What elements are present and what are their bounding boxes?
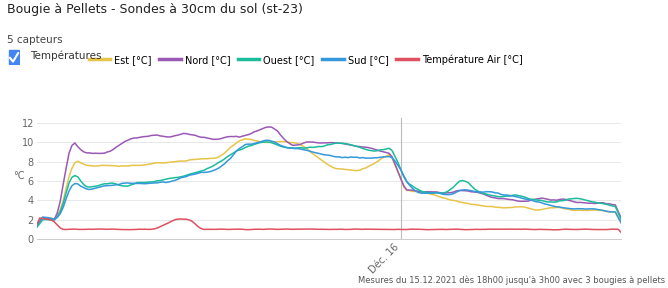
FancyBboxPatch shape	[9, 50, 19, 64]
Text: 5 capteurs: 5 capteurs	[7, 35, 62, 45]
Y-axis label: °C: °C	[13, 171, 25, 181]
Text: Bougie à Pellets - Sondes à 30cm du sol (st-23): Bougie à Pellets - Sondes à 30cm du sol …	[7, 3, 303, 16]
Text: Mesures du 15.12.2021 dès 18h00 jusqu'à 3h00 avec 3 bougies à pellets: Mesures du 15.12.2021 dès 18h00 jusqu'à …	[357, 276, 665, 285]
Text: Températures: Températures	[30, 51, 102, 61]
Legend: Est [°C], Nord [°C], Ouest [°C], Sud [°C], Température Air [°C]: Est [°C], Nord [°C], Ouest [°C], Sud [°C…	[85, 50, 526, 69]
